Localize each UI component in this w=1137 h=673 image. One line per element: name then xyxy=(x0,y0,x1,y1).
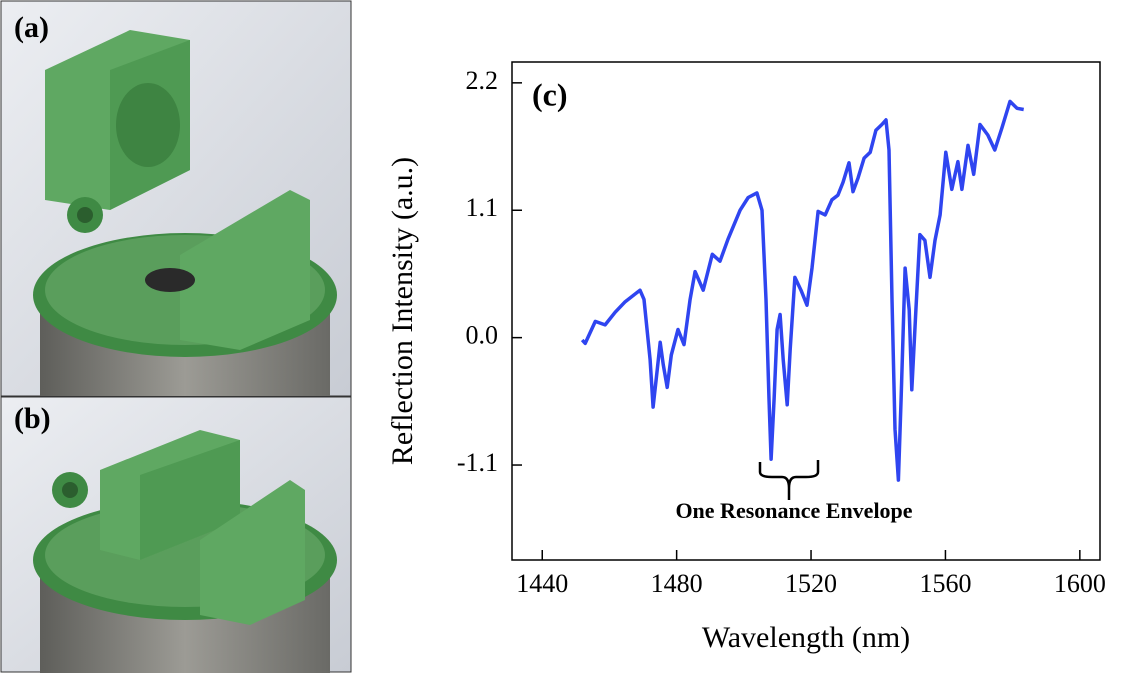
annotation-brace xyxy=(760,460,818,500)
x-tick-label: 1440 xyxy=(516,569,568,598)
panel-a-image xyxy=(1,1,351,396)
panel-label: (b) xyxy=(14,402,51,435)
figure: (a) (b) (c) Wavelength (nm) Reflection I… xyxy=(0,0,1137,673)
x-axis-title: Wavelength (nm) xyxy=(702,621,910,654)
panel-label: (c) xyxy=(532,76,568,112)
y-tick-label: 0.0 xyxy=(466,321,499,350)
x-tick-label: 1520 xyxy=(785,569,837,598)
plot-frame xyxy=(512,62,1100,560)
x-tick-label: 1560 xyxy=(919,569,971,598)
panel-label: (a) xyxy=(14,11,49,44)
panel-b-image xyxy=(1,397,351,673)
x-tick-label: 1480 xyxy=(651,569,703,598)
page: (a) (b) (c) Wavelength (nm) Reflection I… xyxy=(0,0,1137,673)
y-tick-label: -1.1 xyxy=(457,448,498,477)
y-axis-title: Reflection Intensity (a.u.) xyxy=(386,157,419,465)
y-tick-label: 2.2 xyxy=(466,66,499,95)
annotation: One Resonance Envelope xyxy=(675,498,912,523)
data-line xyxy=(582,101,1024,480)
x-tick-label: 1600 xyxy=(1054,569,1106,598)
y-tick-label: 1.1 xyxy=(466,193,499,222)
